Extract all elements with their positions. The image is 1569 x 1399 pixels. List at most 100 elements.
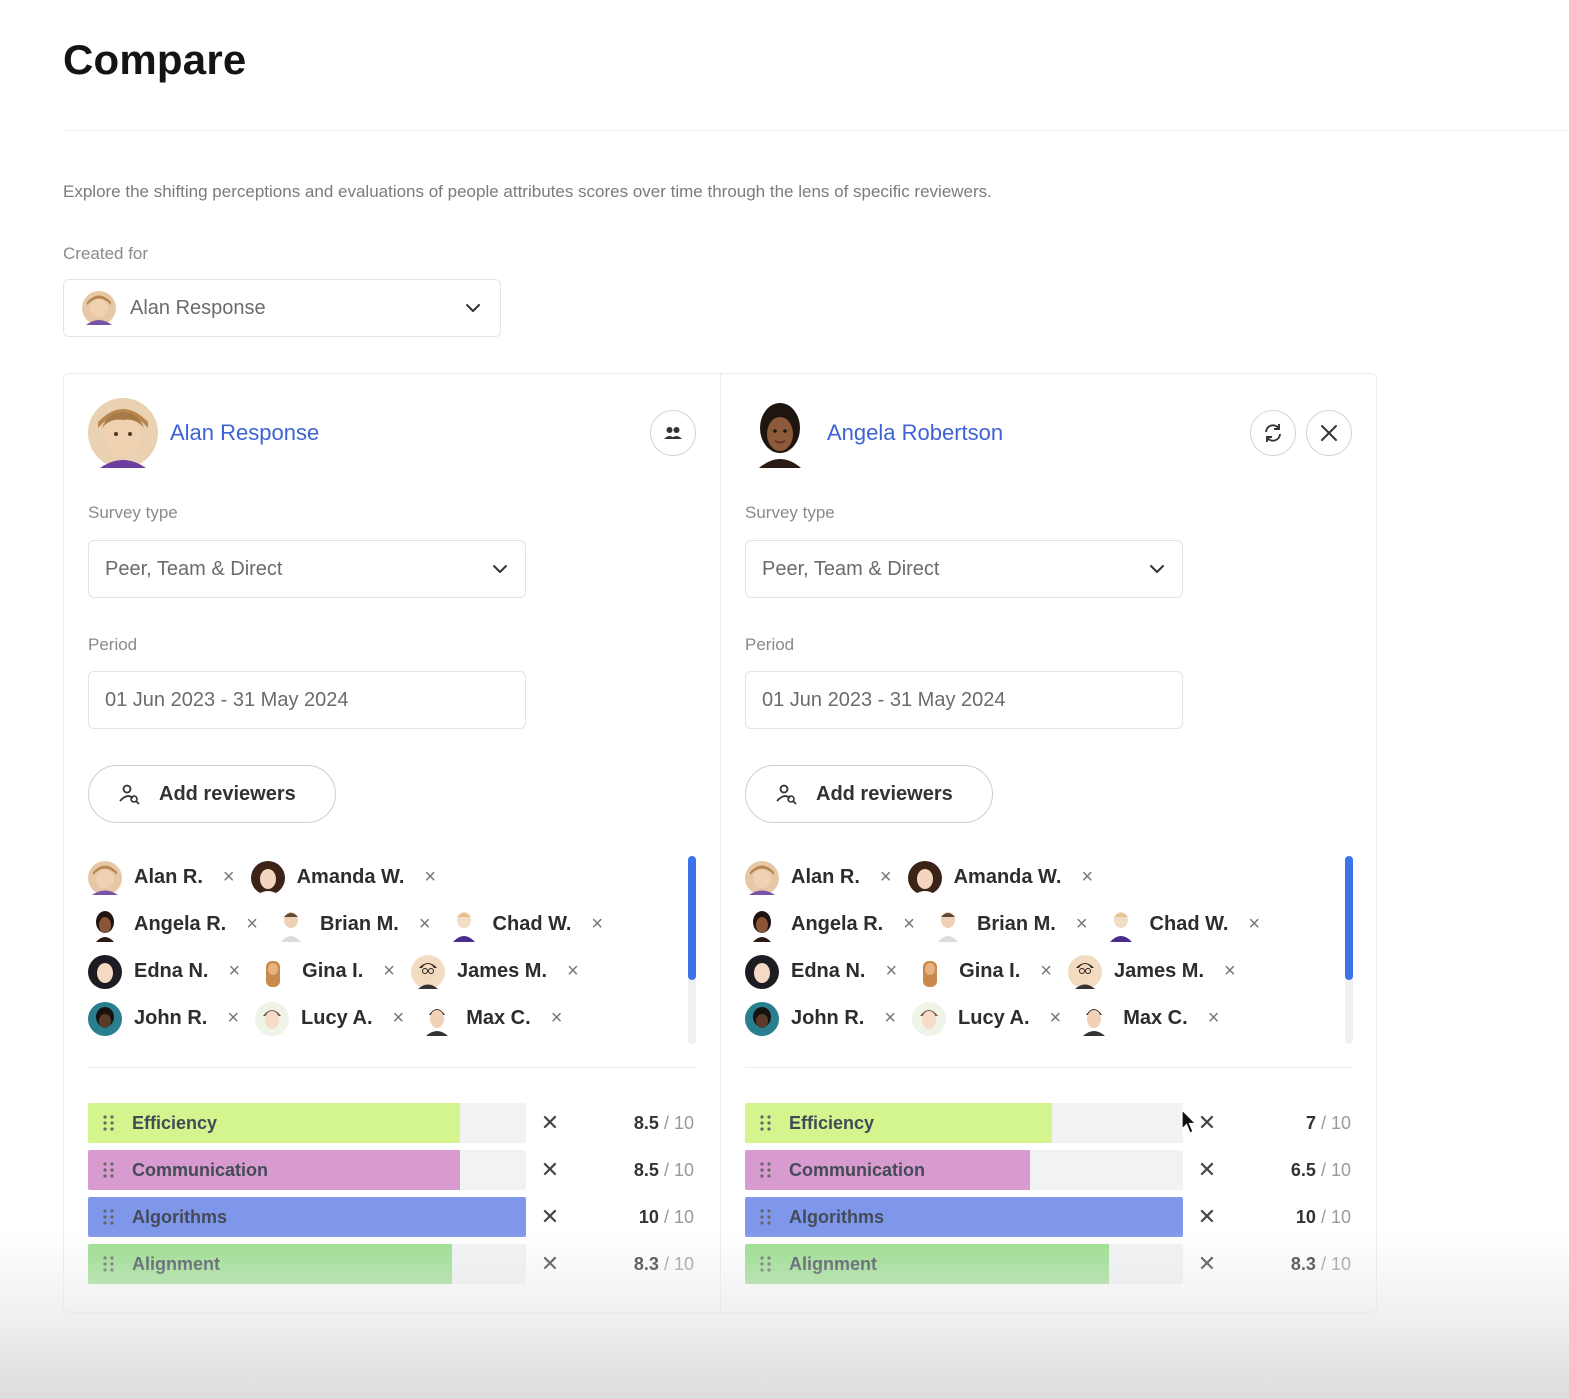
remove-reviewer-icon[interactable]: × — [222, 866, 235, 888]
remove-attribute-icon[interactable]: ✕ — [540, 1251, 560, 1276]
reviewer-chip: Edna N. × — [88, 954, 241, 989]
created-for-select[interactable]: Alan Response — [63, 279, 501, 337]
attribute-bar-fill — [88, 1150, 461, 1190]
remove-attribute-icon[interactable]: ✕ — [1197, 1204, 1217, 1229]
add-reviewers-button[interactable]: Add reviewers — [745, 765, 993, 823]
attribute-name: Communication — [132, 1159, 269, 1180]
attribute-row[interactable]: Alignment ✕ 8.3 / 10 — [745, 1244, 1355, 1284]
attribute-label: Algorithms — [759, 1197, 884, 1237]
remove-reviewer-icon[interactable]: × — [1248, 913, 1261, 935]
attribute-row[interactable]: Alignment ✕ 8.3 / 10 — [88, 1244, 698, 1284]
reviewer-chip: Alan R. × — [88, 860, 235, 895]
reviewer-scrollbar[interactable] — [1345, 856, 1353, 1044]
period-input[interactable]: 01 Jun 2023 - 31 May 2024 — [88, 671, 526, 729]
remove-attribute-icon[interactable]: ✕ — [540, 1157, 560, 1182]
remove-reviewer-icon[interactable]: × — [1040, 960, 1052, 982]
reviewer-chip: Gina I. × — [913, 955, 1052, 989]
attribute-bar-track: Alignment — [88, 1244, 526, 1284]
drag-handle-icon[interactable] — [759, 1114, 773, 1132]
drag-handle-icon[interactable] — [102, 1255, 116, 1273]
remove-reviewer-icon[interactable]: × — [246, 913, 258, 935]
group-button[interactable] — [650, 410, 696, 456]
scrollbar-thumb[interactable] — [1345, 856, 1353, 980]
attribute-row[interactable]: Communication ✕ 8.5 / 10 — [88, 1150, 698, 1190]
remove-attribute-icon[interactable]: ✕ — [1197, 1157, 1217, 1182]
remove-reviewer-icon[interactable]: × — [550, 1007, 563, 1029]
drag-handle-icon[interactable] — [759, 1161, 773, 1179]
group-icon — [664, 427, 682, 439]
drag-handle-icon[interactable] — [759, 1208, 773, 1226]
period-input[interactable]: 01 Jun 2023 - 31 May 2024 — [745, 671, 1183, 729]
reviewer-scrollbar[interactable] — [688, 856, 696, 1044]
remove-reviewer-icon[interactable]: × — [1081, 866, 1094, 888]
reviewer-chip: Lucy A. × — [912, 1001, 1062, 1036]
attribute-list: Efficiency ✕ 8.5 / 10 Communication ✕ 8.… — [88, 1103, 698, 1291]
attribute-row[interactable]: Algorithms ✕ 10 / 10 — [88, 1197, 698, 1237]
remove-reviewer-icon[interactable]: × — [885, 960, 898, 982]
remove-reviewer-icon[interactable]: × — [903, 913, 915, 935]
reviewer-chip: Brian M. × — [274, 908, 431, 942]
avatar-brian-m — [937, 911, 958, 942]
remove-reviewer-icon[interactable]: × — [879, 866, 892, 888]
attribute-row[interactable]: Efficiency ✕ 8.5 / 10 — [88, 1103, 698, 1143]
reviewer-name: Edna N. — [134, 960, 209, 982]
drag-handle-icon[interactable] — [102, 1161, 116, 1179]
drag-handle-icon[interactable] — [102, 1208, 116, 1226]
reviewer-chip: Edna N. × — [745, 954, 898, 989]
remove-reviewer-icon[interactable]: × — [418, 913, 431, 935]
remove-reviewer-icon[interactable]: × — [1224, 960, 1236, 982]
remove-reviewer-icon[interactable]: × — [424, 866, 437, 888]
score-value: 8.5 — [633, 1159, 659, 1180]
reviewer-chip: Max C. × — [420, 1002, 562, 1036]
attribute-row[interactable]: Algorithms ✕ 10 / 10 — [745, 1197, 1355, 1237]
survey-type-select[interactable]: Peer, Team & Direct — [745, 540, 1183, 598]
remove-attribute-icon[interactable]: ✕ — [1197, 1251, 1217, 1276]
person-name-link[interactable]: Alan Response — [170, 420, 320, 445]
attribute-bar-fill — [745, 1150, 1030, 1190]
drag-handle-icon[interactable] — [102, 1114, 116, 1132]
remove-reviewer-icon[interactable]: × — [1207, 1007, 1220, 1029]
remove-reviewer-icon[interactable]: × — [228, 960, 241, 982]
reviewer-chip: Alan R. × — [745, 860, 892, 895]
score-value: 8.3 — [633, 1253, 659, 1274]
remove-reviewer-icon[interactable]: × — [567, 960, 579, 982]
reviewer-row: Alan R. × Amanda W. × — [745, 854, 1335, 901]
survey-type-value: Peer, Team & Direct — [762, 557, 940, 580]
remove-reviewer-icon[interactable]: × — [884, 1007, 897, 1029]
attribute-name: Efficiency — [789, 1112, 875, 1133]
avatar-alan-response — [88, 398, 158, 468]
add-person-icon — [119, 784, 140, 805]
add-reviewers-button[interactable]: Add reviewers — [88, 765, 336, 823]
swap-button[interactable] — [1250, 410, 1296, 456]
scrollbar-thumb[interactable] — [688, 856, 696, 980]
remove-attribute-icon[interactable]: ✕ — [540, 1110, 560, 1135]
attribute-row[interactable]: Communication ✕ 6.5 / 10 — [745, 1150, 1355, 1190]
person-name-link[interactable]: Angela Robertson — [827, 420, 1004, 445]
score-max: / 10 — [1320, 1159, 1351, 1180]
remove-reviewer-icon[interactable]: × — [591, 913, 604, 935]
attribute-bar-track: Communication — [745, 1150, 1183, 1190]
remove-reviewer-icon[interactable]: × — [1075, 913, 1088, 935]
period-value: 01 Jun 2023 - 31 May 2024 — [762, 688, 1006, 711]
reviewer-chip: John R. × — [745, 1001, 897, 1036]
reviewer-name: James M. — [1113, 960, 1205, 982]
remove-attribute-icon[interactable]: ✕ — [1197, 1110, 1217, 1135]
remove-reviewer-icon[interactable]: × — [392, 1007, 405, 1029]
title-divider — [63, 130, 1569, 131]
attribute-name: Alignment — [132, 1253, 220, 1274]
score-max: / 10 — [663, 1206, 694, 1227]
reviewer-name: Gina I. — [302, 960, 364, 982]
reviewer-name: Angela R. — [134, 913, 227, 935]
attribute-row[interactable]: Efficiency ✕ 7 / 10 — [745, 1103, 1355, 1143]
reviewer-name: John R. — [791, 1007, 865, 1029]
score-value: 8.3 — [1290, 1253, 1316, 1274]
reviewer-name: James M. — [456, 960, 548, 982]
remove-reviewer-icon[interactable]: × — [383, 960, 395, 982]
survey-type-select[interactable]: Peer, Team & Direct — [88, 540, 526, 598]
remove-reviewer-icon[interactable]: × — [1049, 1007, 1062, 1029]
reviewer-chip: Chad W. × — [447, 908, 604, 942]
remove-reviewer-icon[interactable]: × — [227, 1007, 240, 1029]
remove-attribute-icon[interactable]: ✕ — [540, 1204, 560, 1229]
drag-handle-icon[interactable] — [759, 1255, 773, 1273]
close-column-button[interactable] — [1306, 410, 1352, 456]
